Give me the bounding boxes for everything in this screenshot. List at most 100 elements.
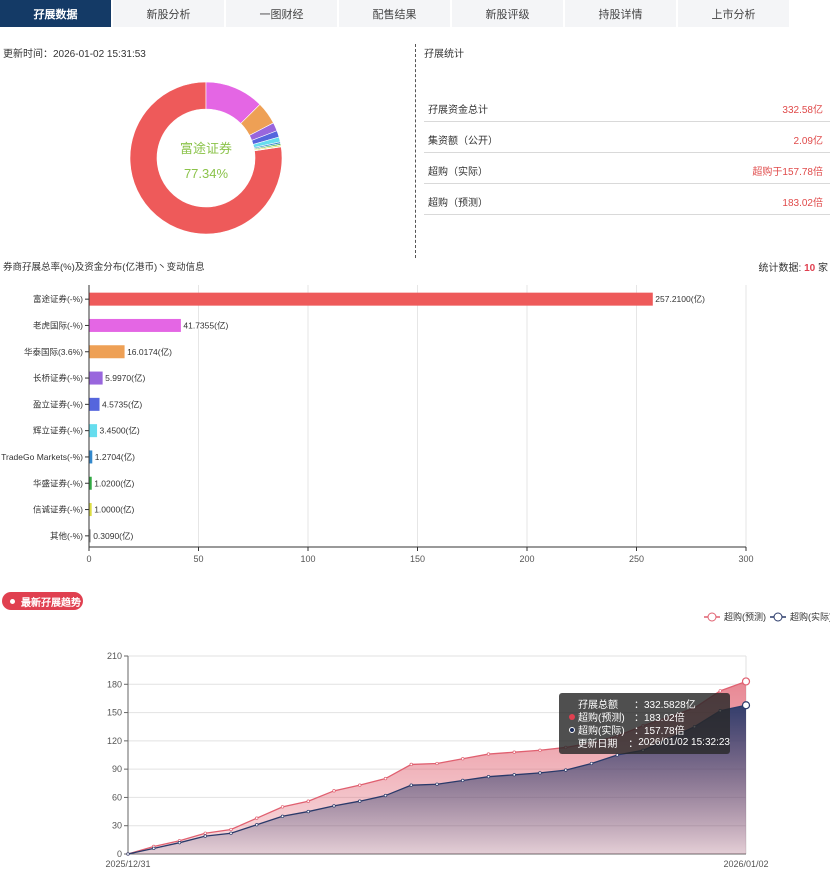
tab-listing-analysis[interactable]: 上市分析 <box>678 0 789 27</box>
trend-badge: 最新孖展趋势 <box>2 592 83 610</box>
bar-category-label: 辉立证券(-%) <box>33 426 83 436</box>
bar-category-label: 长桥证券(-%) <box>33 373 83 383</box>
bar-x-tick-label: 50 <box>193 554 203 564</box>
area-point[interactable] <box>358 783 362 787</box>
stat-row-oversub-actual: 超购（实际） 超购于157.78倍 <box>424 153 830 184</box>
bar-x-tick-label: 300 <box>738 554 753 564</box>
area-point[interactable] <box>203 834 207 838</box>
area-point[interactable] <box>409 762 413 767</box>
area-point[interactable] <box>280 814 285 818</box>
bar[interactable] <box>89 371 103 385</box>
stat-value: 332.58亿 <box>782 105 823 116</box>
area-point[interactable] <box>718 689 722 693</box>
broker-count: 统计数据: 10 家 <box>759 259 828 274</box>
bar-category-label: 富途证券(-%) <box>33 294 83 304</box>
legend-predicted-marker <box>707 612 717 622</box>
tab-allotment-results[interactable]: 配售结果 <box>339 0 450 27</box>
area-point[interactable] <box>486 775 491 779</box>
tab-margin-data[interactable]: 孖展数据 <box>0 0 111 27</box>
bar[interactable] <box>89 503 92 517</box>
area-point[interactable] <box>486 752 491 756</box>
bar-x-tick-label: 100 <box>300 554 315 564</box>
tooltip-value: 332.5828亿 <box>644 700 696 711</box>
bar-category-label: 盈立证券(-%) <box>33 399 83 409</box>
bar-category-label: 老虎国际(-%) <box>33 320 83 330</box>
area-point[interactable] <box>152 846 156 850</box>
tooltip-row-actual: 超购(实际) ： 157.78倍 <box>569 723 730 737</box>
area-point[interactable] <box>306 809 310 814</box>
bar-x-tick-label: 150 <box>410 554 425 564</box>
bar[interactable] <box>89 292 653 306</box>
broker-count-value: 10 <box>804 263 816 274</box>
broker-bar-chart: 0 50 100 150 200 250 300 富途证券(-%) 257.2100(亿) 老虎国… <box>1 285 754 564</box>
area-point[interactable] <box>512 750 516 754</box>
legend-actual-label: 超购(实际) <box>790 611 830 622</box>
area-point[interactable] <box>203 831 207 835</box>
area-point[interactable] <box>589 761 594 766</box>
stat-value: 183.02倍 <box>782 198 823 209</box>
area-point[interactable] <box>358 799 362 803</box>
stats-title: 孖展统计 <box>424 49 464 60</box>
tooltip-row-date: 更新日期 ： 2026/01/02 15:32:23 <box>569 736 730 750</box>
area-point[interactable] <box>741 677 751 686</box>
area-y-tick-label: 60 <box>112 792 122 802</box>
bar-value-label: 41.7355(亿) <box>183 320 228 330</box>
tab-finance-chart[interactable]: 一图财经 <box>226 0 337 27</box>
tooltip-actual-marker <box>569 726 575 733</box>
bar[interactable] <box>89 397 100 411</box>
stat-label: 集资额（公开） <box>428 136 498 147</box>
bar-value-label: 1.2704(亿) <box>95 452 135 462</box>
donut-slice[interactable] <box>254 146 282 152</box>
bar[interactable] <box>89 424 98 438</box>
bar-value-label: 257.2100(亿) <box>655 294 705 304</box>
area-point[interactable] <box>280 805 285 809</box>
area-point[interactable] <box>741 701 751 710</box>
area-point[interactable] <box>461 778 465 783</box>
area-point[interactable] <box>332 789 336 793</box>
area-y-tick-label: 90 <box>112 764 122 774</box>
area-point[interactable] <box>409 783 413 787</box>
tooltip-colon: ： <box>628 739 639 750</box>
area-point[interactable] <box>332 804 336 808</box>
bar[interactable] <box>89 529 91 543</box>
tab-ipo-analysis[interactable]: 新股分析 <box>113 0 224 27</box>
area-point[interactable] <box>383 793 388 798</box>
donut-center-percent: 77.34% <box>184 166 229 181</box>
area-point[interactable] <box>435 782 439 786</box>
area-point[interactable] <box>255 823 259 827</box>
legend-predicted-label: 超购(预测) <box>724 611 766 622</box>
area-point[interactable] <box>538 771 542 775</box>
area-point[interactable] <box>538 748 542 752</box>
area-point[interactable] <box>306 799 310 803</box>
area-point[interactable] <box>126 852 130 856</box>
bar-value-label: 16.0174(亿) <box>127 347 172 357</box>
tooltip-colon: ： <box>634 713 644 724</box>
area-y-tick-label: 180 <box>107 679 122 689</box>
area-point[interactable] <box>615 753 619 757</box>
bar[interactable] <box>89 345 125 359</box>
area-point[interactable] <box>255 816 259 820</box>
tab-holding-details[interactable]: 持股详情 <box>565 0 676 27</box>
bar[interactable] <box>89 450 93 464</box>
donut-slice[interactable] <box>129 81 283 235</box>
area-point[interactable] <box>177 841 182 845</box>
area-point[interactable] <box>383 776 388 781</box>
tab-bar: 孖展数据 新股分析 一图财经 配售结果 新股评级 持股详情 上市分析 <box>0 0 830 27</box>
bar-x-tick-label: 200 <box>519 554 534 564</box>
bar[interactable] <box>89 318 181 332</box>
area-point[interactable] <box>435 761 439 766</box>
tooltip-key: 超购(实际) <box>578 726 625 737</box>
area-point[interactable] <box>229 831 233 835</box>
area-point[interactable] <box>461 757 465 761</box>
area-point[interactable] <box>564 768 568 772</box>
area-y-tick-label: 150 <box>107 708 122 718</box>
stat-label: 超购（预测） <box>428 198 488 209</box>
bar-value-label: 4.5735(亿) <box>102 399 142 409</box>
area-point[interactable] <box>512 773 516 777</box>
badge-label: 最新孖展趋势 <box>21 597 81 609</box>
tooltip-value: 2026/01/02 15:32:23 <box>638 737 730 748</box>
tooltip-spacer <box>569 740 574 746</box>
tab-ipo-rating[interactable]: 新股评级 <box>452 0 563 27</box>
area-point[interactable] <box>229 827 233 832</box>
bar[interactable] <box>89 476 92 490</box>
